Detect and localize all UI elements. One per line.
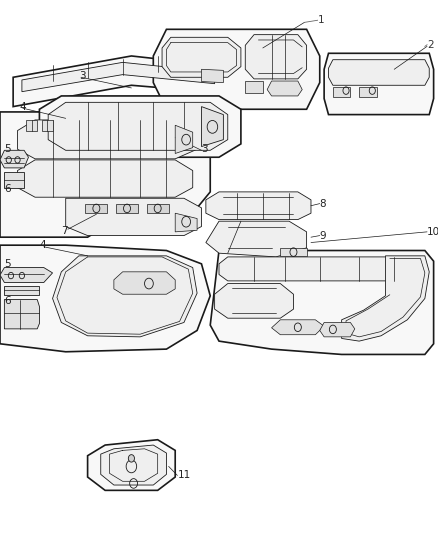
Polygon shape [39,96,241,157]
Text: 6: 6 [4,296,11,306]
Polygon shape [0,268,53,282]
Polygon shape [342,256,429,341]
Polygon shape [272,320,324,335]
Polygon shape [245,35,307,79]
Polygon shape [162,37,241,77]
Text: 4: 4 [20,102,26,111]
Polygon shape [267,81,302,96]
Polygon shape [18,160,193,197]
Polygon shape [0,150,28,168]
Polygon shape [101,445,166,485]
Text: 9: 9 [320,231,326,240]
Polygon shape [4,300,39,329]
Polygon shape [114,272,175,294]
Polygon shape [328,60,429,85]
Circle shape [128,455,134,462]
Text: 10: 10 [427,227,438,237]
Polygon shape [18,120,197,159]
Polygon shape [210,251,434,354]
Polygon shape [85,204,107,213]
Text: 5: 5 [4,259,11,269]
Text: 3: 3 [79,71,85,80]
Polygon shape [215,284,293,318]
Polygon shape [201,69,223,83]
Text: 2: 2 [427,40,434,50]
Polygon shape [48,102,228,150]
Text: 7: 7 [61,226,68,236]
Polygon shape [88,440,175,490]
Polygon shape [153,29,320,109]
Polygon shape [206,192,311,220]
Polygon shape [4,172,24,188]
Polygon shape [4,286,39,295]
Polygon shape [175,213,197,232]
Polygon shape [22,62,215,92]
Polygon shape [206,221,307,257]
Polygon shape [359,87,377,97]
Text: 6: 6 [4,184,11,194]
Polygon shape [201,107,223,147]
Polygon shape [13,56,228,107]
Polygon shape [0,245,210,352]
Polygon shape [219,257,425,281]
Text: 5: 5 [4,144,11,154]
Polygon shape [175,125,193,154]
Polygon shape [0,112,210,237]
Polygon shape [333,87,350,97]
Polygon shape [280,248,307,256]
Polygon shape [324,53,434,115]
Polygon shape [116,204,138,213]
Polygon shape [26,120,37,131]
Polygon shape [66,198,201,236]
Text: 3: 3 [201,144,208,154]
Polygon shape [320,322,355,337]
Text: 4: 4 [39,240,46,250]
Polygon shape [53,256,197,337]
Polygon shape [42,120,53,131]
Text: 11: 11 [177,471,191,480]
Text: 1: 1 [318,15,324,25]
Polygon shape [147,204,169,213]
Text: 8: 8 [320,199,326,208]
Polygon shape [245,81,263,93]
